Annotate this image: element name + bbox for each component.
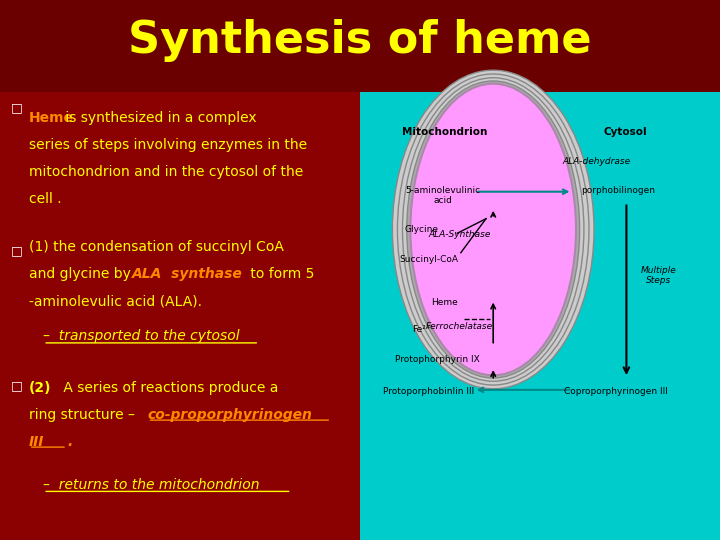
Text: ALA-dehydrase: ALA-dehydrase: [562, 158, 630, 166]
Text: is synthesized in a complex: is synthesized in a complex: [61, 111, 257, 125]
Text: □: □: [11, 102, 22, 114]
Text: ring structure –: ring structure –: [29, 408, 143, 422]
Text: ALA-Synthase: ALA-Synthase: [428, 231, 490, 239]
Text: (1) the condensation of succinyl CoA: (1) the condensation of succinyl CoA: [29, 240, 284, 254]
Text: □: □: [11, 380, 22, 393]
Text: III: III: [29, 435, 44, 449]
Text: Succinyl-CoA: Succinyl-CoA: [400, 255, 459, 264]
Text: A series of reactions produce a: A series of reactions produce a: [59, 381, 279, 395]
Text: Protoporphobinlin III: Protoporphobinlin III: [383, 387, 474, 396]
Ellipse shape: [407, 81, 580, 378]
FancyBboxPatch shape: [0, 0, 720, 92]
Text: and glycine by: and glycine by: [29, 267, 135, 281]
Text: cell .: cell .: [29, 192, 61, 206]
Text: Ferrochelatase: Ferrochelatase: [426, 322, 493, 331]
Text: 5-aminolevulinic
acid: 5-aminolevulinic acid: [405, 186, 480, 205]
Text: porphobilinogen: porphobilinogen: [581, 186, 654, 194]
Text: –  transported to the cytosol: – transported to the cytosol: [43, 329, 240, 343]
Text: –  returns to the mitochondrion: – returns to the mitochondrion: [43, 478, 260, 492]
Text: Protophorphyrin IX: Protophorphyrin IX: [395, 355, 480, 363]
Text: Synthesis of heme: Synthesis of heme: [128, 19, 592, 62]
Text: Glycine: Glycine: [404, 225, 438, 234]
Text: -aminolevulic acid (ALA).: -aminolevulic acid (ALA).: [29, 294, 202, 308]
Text: Cytosol: Cytosol: [603, 127, 647, 137]
Text: to form 5: to form 5: [246, 267, 315, 281]
Text: □: □: [11, 245, 22, 258]
Text: series of steps involving enzymes in the: series of steps involving enzymes in the: [29, 138, 307, 152]
Text: co-proporphyrinogen: co-proporphyrinogen: [148, 408, 312, 422]
Ellipse shape: [402, 78, 584, 381]
Text: Fe²⁺: Fe²⁺: [412, 325, 431, 334]
FancyBboxPatch shape: [360, 92, 720, 540]
Ellipse shape: [397, 74, 589, 385]
Text: (2): (2): [29, 381, 51, 395]
Text: Multiple
Steps: Multiple Steps: [641, 266, 677, 285]
Text: Mitochondrion: Mitochondrion: [402, 127, 487, 137]
Text: mitochondrion and in the cytosol of the: mitochondrion and in the cytosol of the: [29, 165, 303, 179]
Text: ALA  synthase: ALA synthase: [132, 267, 243, 281]
Text: Heme: Heme: [431, 298, 459, 307]
Text: Heme: Heme: [29, 111, 73, 125]
Ellipse shape: [410, 84, 576, 375]
Ellipse shape: [392, 70, 594, 389]
Text: Coproporphyrinogen III: Coproporphyrinogen III: [564, 387, 667, 396]
Text: .: .: [67, 435, 72, 449]
